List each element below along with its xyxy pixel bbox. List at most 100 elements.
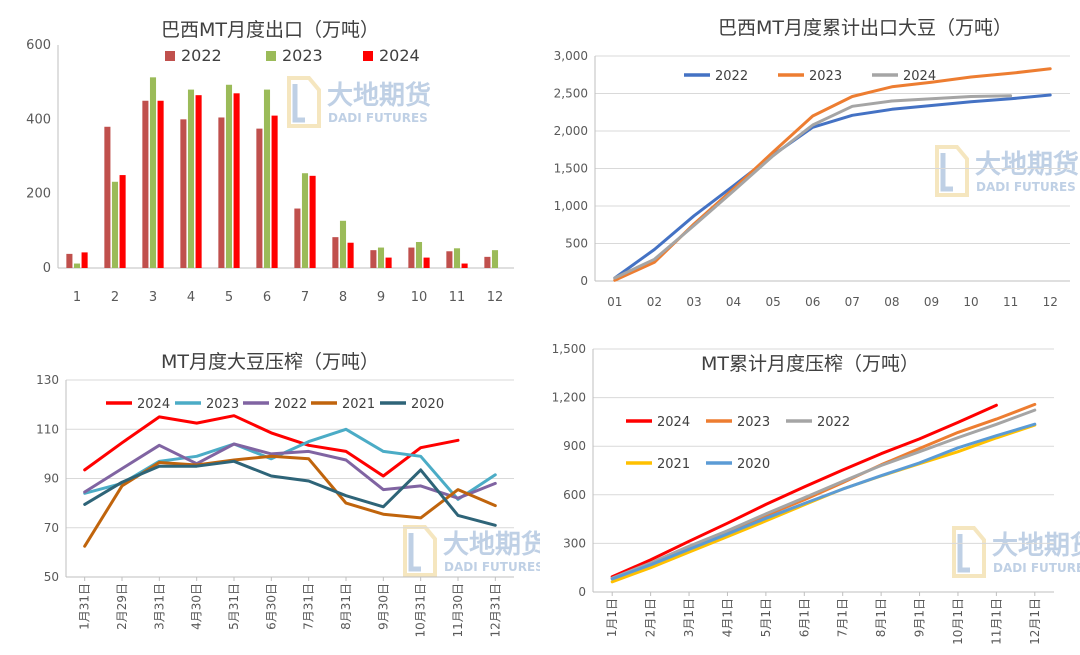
legend-label-2021: 2021 [342,397,375,412]
x-tick-label: 10月1日 [951,598,965,645]
bar-2023-5 [225,84,233,268]
x-tick-label: 02 [647,295,662,309]
bar-2022-12 [484,256,491,268]
x-tick-label: 8月1日 [874,598,888,637]
x-tick-label: 2 [111,290,119,305]
watermark-cn: 大地期货 [327,80,431,111]
y-tick-label: 1,200 [552,391,586,405]
bar-2023-9 [377,247,385,268]
series-line-2022 [83,442,497,500]
legend-label-2020: 2020 [737,457,770,472]
watermark-cn: 大地期货 [992,530,1080,561]
bar-2024-7 [309,175,316,268]
x-tick-label: 3 [149,290,157,305]
x-tick-label: 4 [187,290,195,305]
bar-2022-4 [180,119,187,268]
bar-2024-8 [347,242,354,268]
series-line-2022 [613,93,1052,280]
bar-2023-12 [491,250,499,268]
x-tick-label: 1月31日 [78,583,92,630]
y-tick-label: 500 [565,237,588,251]
chart-title: MT累计月度压榨（万吨） [701,353,919,375]
chart-title: MT月度大豆压榨（万吨） [161,351,379,373]
legend-label-2022: 2022 [817,415,850,430]
bar-2023-6 [263,89,271,268]
bar-2024-2 [119,175,126,268]
series-line-2022 [610,408,1037,580]
chart-mt-cumulative-export: 大地期货 DADI FUTURES 巴西MT月度累计出口大豆（万吨） 0 500 1,00… [540,0,1080,328]
chart-title: 巴西MT月度累计出口大豆（万吨） [718,17,1012,39]
bar-2022-2 [104,126,111,269]
bar-2023-2 [111,181,119,268]
x-tick-label: 9月1日 [913,598,927,637]
dadi-logo-mark [940,153,953,192]
bar-2023-10 [415,241,423,268]
dadi-logo-icon [935,145,969,197]
bar-2022-10 [408,247,415,268]
y-tick-label: 0 [580,274,588,288]
bar-2022-11 [446,251,453,268]
watermark-en: DADI FUTURES [444,560,540,574]
series-line-2024 [610,403,998,579]
y-tick-label: 2,000 [554,124,588,138]
legend-label-2022: 2022 [181,46,222,65]
x-tick-label: 03 [686,295,701,309]
x-tick-label: 5 [225,290,233,305]
watermark-cn: 大地期货 [975,149,1079,180]
watermark-en: DADI FUTURES [328,111,428,125]
x-tick-label: 10月31日 [414,583,428,638]
bar-2023-8 [339,220,347,268]
chart-title: 巴西MT月度出口（万吨） [161,19,379,41]
dadi-logo-mark [957,534,970,573]
y-tick-label: 3,000 [554,49,588,63]
bar-2024-1 [81,252,88,268]
legend-label-2022: 2022 [715,69,748,84]
bar-2023-3 [149,77,157,269]
bar-2022-5 [218,117,225,268]
x-tick-label: 11 [1003,295,1018,309]
series-line-2024 [83,414,460,478]
legend-label-2020: 2020 [411,397,444,412]
dadi-logo-icon [403,525,437,577]
y-tick-label: 110 [36,422,59,436]
bar-2022-9 [370,250,377,268]
x-tick-label: 2月1日 [644,598,658,637]
series-line-2021 [610,423,1037,584]
y-tick-label: 200 [26,187,51,202]
x-tick-label: 11月1日 [989,598,1003,645]
x-tick-label: 5月1日 [759,598,773,637]
x-tick-label: 7 [301,290,309,305]
bar-2024-5 [233,93,240,268]
x-tick-label: 06 [805,295,820,309]
bar-2024-9 [385,257,392,268]
series-line-2020 [610,422,1037,581]
y-tick-label: 1,500 [554,162,588,176]
legend-label-2023: 2023 [206,397,239,412]
x-tick-label: 04 [726,295,741,309]
x-tick-label: 12 [487,290,504,305]
series-line-2024 [613,94,1013,280]
y-tick-label: 300 [563,536,586,550]
bar-2024-3 [157,100,164,268]
x-tick-label: 6 [263,290,271,305]
y-tick-label: 2,500 [554,87,588,101]
y-tick-label: 130 [36,373,59,387]
y-tick-label: 400 [26,112,51,127]
bar-2022-7 [294,208,301,268]
series-line-2021 [83,454,497,548]
y-tick-label: 600 [563,488,586,502]
x-tick-label: 9月30日 [376,583,390,630]
y-tick-label: 50 [44,570,59,584]
x-tick-label: 12月31日 [488,583,502,638]
x-tick-label: 05 [765,295,780,309]
x-tick-label: 7月1日 [836,598,850,637]
x-tick-label: 1 [73,290,81,305]
bar-2023-1 [73,263,81,268]
x-tick-label: 4月30日 [190,583,204,630]
